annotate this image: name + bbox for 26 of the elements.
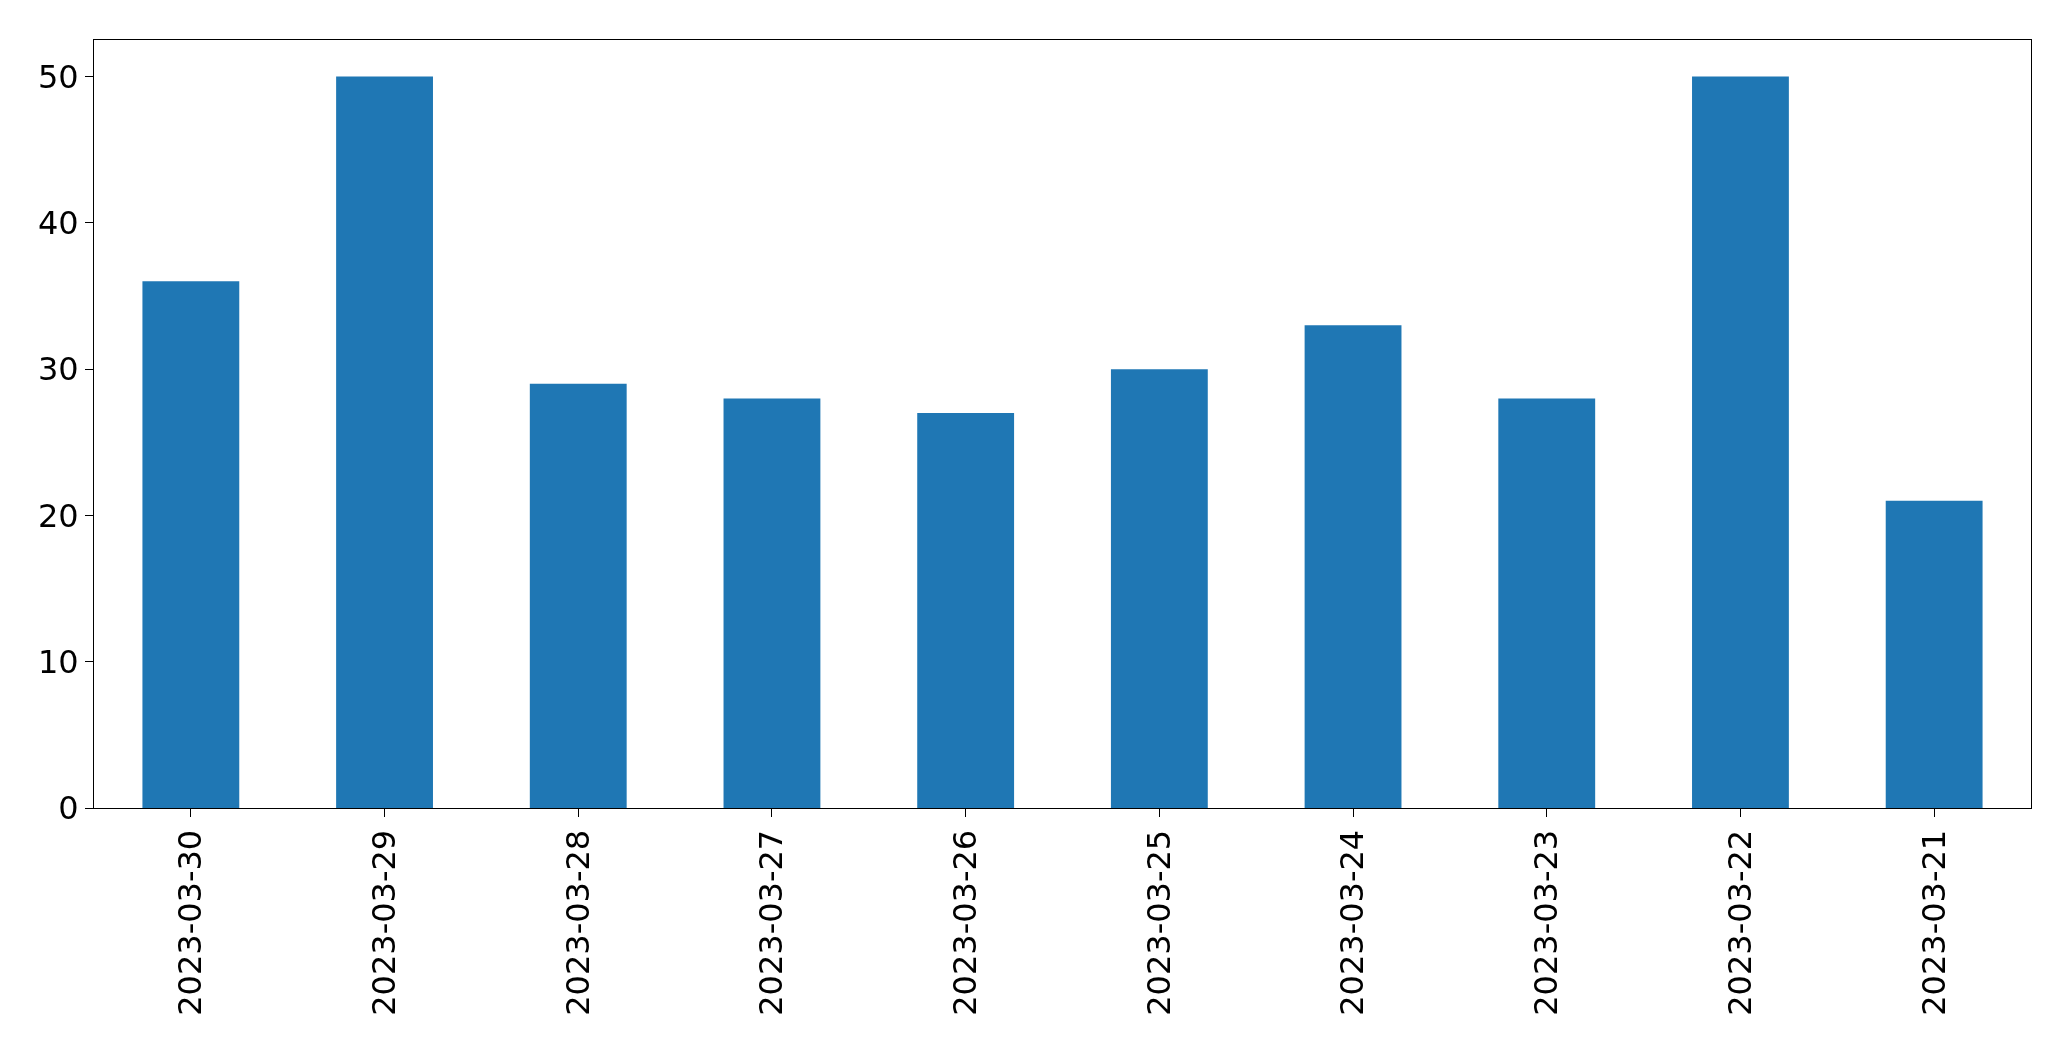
bar bbox=[1885, 500, 1983, 808]
x-tick-label: 2023-03-26 bbox=[946, 829, 985, 1016]
x-tick-label: 2023-03-22 bbox=[1720, 829, 1759, 1016]
bar bbox=[1498, 398, 1596, 808]
bar bbox=[1110, 369, 1208, 808]
x-tick-label: 2023-03-27 bbox=[752, 829, 791, 1016]
x-tick-label: 2023-03-28 bbox=[558, 829, 597, 1016]
y-tick-label: 10 bbox=[37, 642, 79, 681]
bar bbox=[336, 76, 433, 808]
bar bbox=[723, 398, 821, 808]
y-tick-label: 50 bbox=[37, 57, 79, 96]
x-tick-label: 2023-03-23 bbox=[1527, 829, 1566, 1016]
y-tick-label: 40 bbox=[37, 204, 79, 243]
bar bbox=[142, 281, 240, 808]
bar bbox=[529, 383, 627, 808]
y-tick-label: 20 bbox=[37, 496, 79, 535]
y-tick-label: 30 bbox=[37, 350, 79, 389]
x-tick-label: 2023-03-30 bbox=[171, 829, 210, 1016]
x-tick-label: 2023-03-29 bbox=[364, 829, 403, 1016]
y-tick-label: 0 bbox=[58, 789, 79, 828]
x-tick-label: 2023-03-25 bbox=[1139, 829, 1178, 1016]
x-tick-label: 2023-03-21 bbox=[1914, 829, 1953, 1016]
bar bbox=[1304, 325, 1402, 808]
bar bbox=[917, 413, 1015, 808]
bar bbox=[1692, 76, 1789, 808]
x-tick-label: 2023-03-24 bbox=[1333, 829, 1372, 1016]
